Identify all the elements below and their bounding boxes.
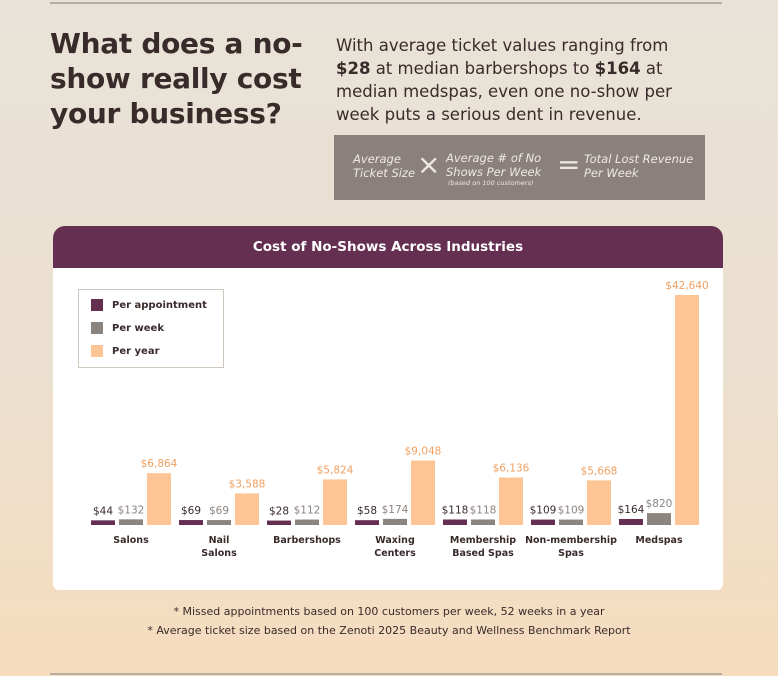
data-label: $28 bbox=[269, 506, 289, 518]
legend-label: Per week bbox=[112, 322, 164, 334]
top-divider bbox=[50, 2, 722, 4]
bar-per-appointment bbox=[619, 518, 643, 525]
bar-per-year bbox=[587, 480, 611, 525]
bar-per-week bbox=[119, 519, 143, 525]
bar-per-year bbox=[411, 460, 435, 525]
data-label: $5,668 bbox=[581, 465, 618, 477]
data-label: $69 bbox=[181, 505, 201, 517]
data-label: $42,640 bbox=[665, 280, 708, 292]
bar-per-week bbox=[647, 513, 671, 525]
bottom-divider bbox=[50, 673, 722, 675]
data-label: $3,588 bbox=[229, 478, 266, 490]
formula-note: (based on 100 customers) bbox=[448, 179, 534, 187]
category-label: Salons bbox=[201, 548, 237, 559]
footnote-1: * Missed appointments based on 100 custo… bbox=[173, 605, 605, 618]
bar-per-week bbox=[295, 519, 319, 525]
legend-item: Per week bbox=[91, 322, 164, 334]
equals-icon: = bbox=[557, 148, 581, 181]
data-label: $132 bbox=[118, 504, 145, 516]
legend-swatch bbox=[91, 322, 103, 334]
legend-swatch bbox=[91, 345, 103, 357]
category-label: Nail bbox=[209, 535, 230, 546]
page-title: What does a no-show really cost your bus… bbox=[50, 27, 303, 130]
bar-per-week bbox=[559, 519, 583, 525]
bar-per-year bbox=[147, 473, 171, 525]
category-label: Centers bbox=[374, 548, 416, 559]
formula-box: Average Ticket Size × Average # of No Sh… bbox=[334, 135, 705, 200]
data-label: $112 bbox=[294, 505, 321, 517]
chart-title: Cost of No-Shows Across Industries bbox=[53, 226, 723, 268]
category-label: Membership bbox=[450, 535, 516, 546]
intro-high: $164 bbox=[594, 59, 641, 78]
data-label: $164 bbox=[618, 504, 645, 516]
data-label: $9,048 bbox=[405, 445, 442, 457]
data-label: $109 bbox=[558, 505, 585, 517]
bar-per-year bbox=[675, 295, 699, 525]
bar-per-week bbox=[471, 519, 495, 525]
bar-per-appointment bbox=[267, 520, 291, 525]
data-label: $118 bbox=[470, 504, 497, 516]
data-label: $820 bbox=[646, 498, 673, 510]
data-label: $6,136 bbox=[493, 463, 530, 475]
chart-legend: Per appointment Per week Per year bbox=[78, 289, 224, 368]
data-label: $109 bbox=[530, 505, 557, 517]
bar-per-year bbox=[235, 493, 259, 525]
bar-per-appointment bbox=[355, 520, 379, 525]
legend-label: Per appointment bbox=[112, 299, 207, 311]
bar-per-appointment bbox=[91, 520, 115, 525]
chart-card: Cost of No-Shows Across Industries Per a… bbox=[53, 226, 723, 590]
intro-text: With average ticket values ranging from … bbox=[336, 34, 706, 126]
intro-post: at median medspas, even one no-show per … bbox=[336, 59, 672, 124]
bar-chart: $44 $132 $6,864 Salons $69 $69 $3,588 Nail Salon… bbox=[91, 280, 709, 559]
category-label: Based Spas bbox=[452, 548, 514, 559]
bar-per-year bbox=[499, 477, 523, 525]
intro-mid: at median barbershops to bbox=[370, 59, 595, 78]
category-label: Medspas bbox=[635, 535, 683, 546]
category-label: Salons bbox=[113, 535, 149, 546]
intro-pre: With average ticket values ranging from bbox=[336, 36, 669, 55]
formula-result: Total Lost Revenue Per Week bbox=[584, 152, 694, 180]
category-label: Barbershops bbox=[273, 535, 341, 546]
category-label: Non-membership bbox=[525, 535, 617, 546]
data-label: $69 bbox=[209, 505, 229, 517]
data-label: $174 bbox=[382, 504, 409, 516]
legend-item: Per appointment bbox=[91, 299, 207, 311]
category-label: Spas bbox=[558, 548, 584, 559]
bar-per-appointment bbox=[531, 519, 555, 525]
bar-per-week bbox=[383, 518, 407, 525]
legend-item: Per year bbox=[91, 345, 160, 357]
footnote-2: * Average ticket size based on the Zenot… bbox=[147, 624, 631, 637]
category-label: Waxing bbox=[375, 535, 415, 546]
bar-per-week bbox=[207, 520, 231, 525]
formula-term2: Average # of No Shows Per Week bbox=[446, 151, 542, 179]
data-label: $5,824 bbox=[317, 464, 354, 476]
bar-per-year bbox=[323, 479, 347, 525]
bar-per-appointment bbox=[179, 520, 203, 525]
data-label: $58 bbox=[357, 505, 377, 517]
data-label: $118 bbox=[442, 504, 469, 516]
times-icon: × bbox=[417, 148, 441, 181]
data-label: $44 bbox=[93, 505, 113, 517]
formula-term1: Average Ticket Size bbox=[353, 152, 416, 180]
data-label: $6,864 bbox=[141, 458, 178, 470]
intro-low: $28 bbox=[336, 59, 371, 78]
bar-per-appointment bbox=[443, 519, 467, 525]
legend-swatch bbox=[91, 299, 103, 311]
legend-label: Per year bbox=[112, 345, 160, 357]
